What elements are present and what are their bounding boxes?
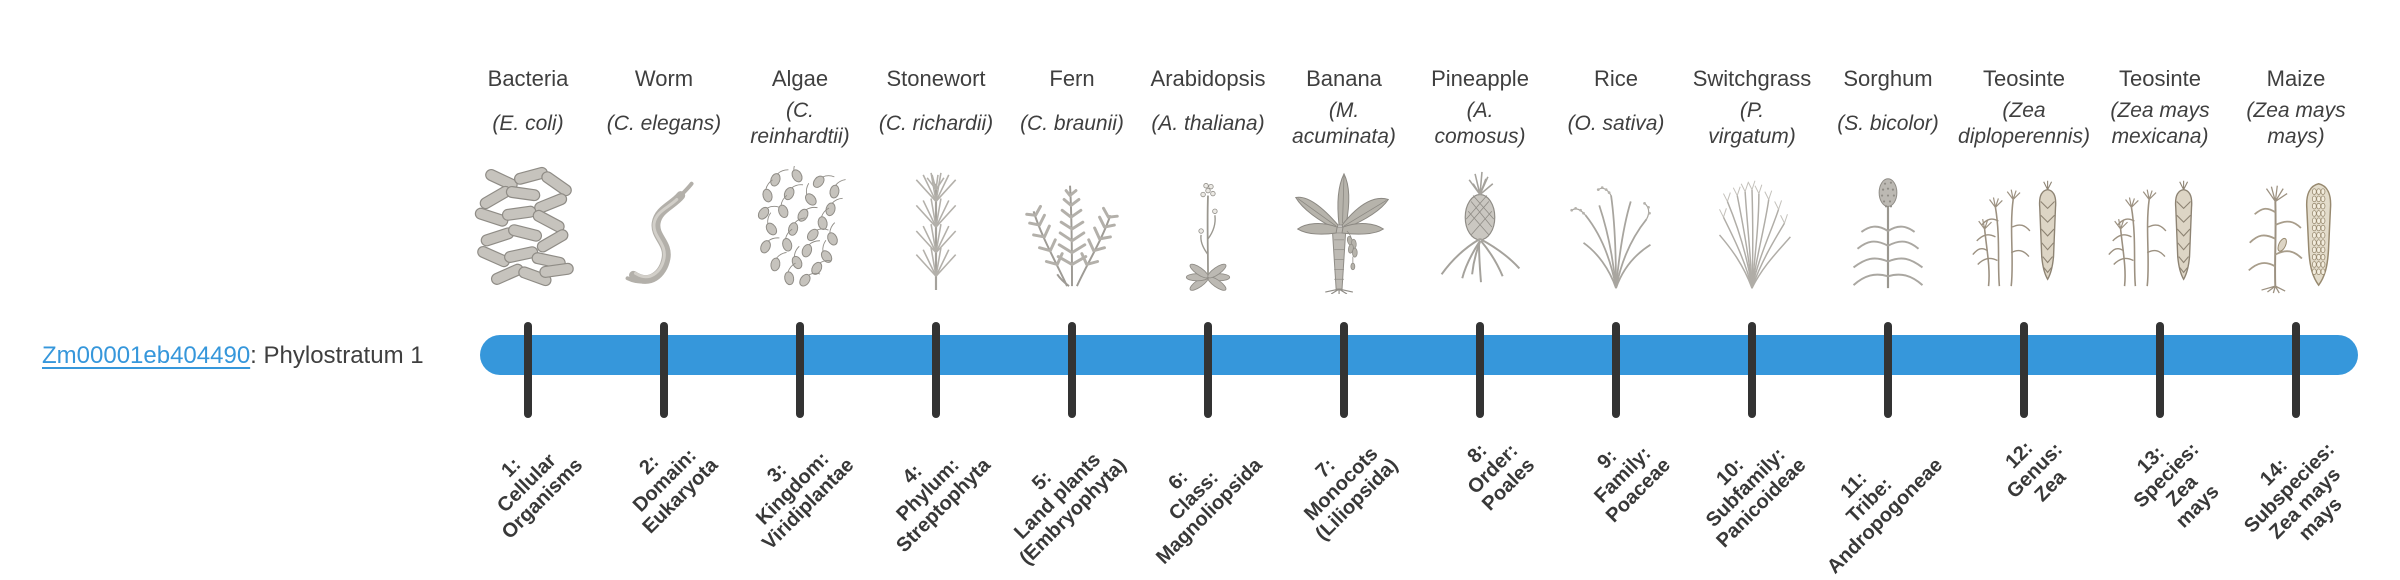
phylostratum-label: 2: Domain: Eukaryota [629,444,723,539]
teosinte-image [2105,166,2215,294]
tick-mark [796,322,804,418]
taxon-scientific-name: (C. elegans) [606,112,722,136]
phylostratum-label: 9: Family: Poaceae [1590,442,1675,528]
taxon-common-name: Worm [634,66,694,91]
phylostratum-label: 12: Genus: Zea [2001,437,2071,507]
taxon-scientific-name: (C. braunii) [1020,112,1124,136]
tick-mark [1204,322,1212,418]
tick-mark [1748,322,1756,418]
teosinte-image [1969,166,2079,294]
phylostratum-label: 14: Subspecies: Zea mays mays [2240,438,2347,545]
taxon-scientific-name: (S. bicolor) [1837,112,1939,136]
switchgrass-image [1697,166,1807,294]
phylostratum-label: 8: Order: Poales [1462,439,1539,516]
tick-mark [1612,322,1620,418]
taxon-common-name: Banana [1306,66,1382,91]
banana-image [1289,166,1399,294]
algae-image [745,166,855,294]
taxon-common-name: Pineapple [1431,66,1529,91]
phylostratum-label: 6: Class: Magnoliopsida [1152,454,1267,569]
taxon-scientific-name: (C. richardii) [878,112,994,136]
taxon-common-name: Bacteria [487,66,569,91]
phylostratum-label: 1: Cellular Organisms [492,449,587,544]
phylostratum-label: 4: Phylum: Streptophyta [891,454,995,557]
tick-mark [660,322,668,418]
taxon-common-name: Sorghum [1843,66,1933,91]
taxon-common-name: Switchgrass [1692,66,1812,91]
tick-mark [2020,322,2028,418]
taxon-common-name: Algae [771,66,829,91]
tick-mark [1068,322,1076,418]
taxon-scientific-name: (Zea mays mays) [2246,99,2346,148]
maize-image [2241,166,2351,294]
gene-link[interactable]: Zm00001eb404490 [42,342,251,369]
bacteria-image [473,166,583,294]
pineapple-image [1425,166,1535,294]
arabidopsis-image [1153,166,1263,294]
phylostratum-label: 5: Land plants (Embryophyta) [1009,448,1131,570]
taxon-scientific-name: (A. thaliana) [1151,112,1265,136]
taxon-scientific-name: (C. reinhardtii) [750,99,850,148]
taxon-common-name: Teosinte [2119,66,2201,91]
gene-label-suffix: : Phylostratum 1 [250,342,424,369]
gene-label: Zm00001eb404490: Phylostratum 1 [42,342,424,369]
tick-mark [524,322,532,418]
tick-mark [932,322,940,418]
taxon-common-name: Rice [1593,66,1638,91]
taxon-common-name: Maize [2266,66,2326,91]
taxon-scientific-name: (P. virgatum) [1708,99,1796,148]
phylostratum-label: 13: Species: Zea mays [2129,438,2224,533]
tick-mark [2156,322,2164,418]
taxon-common-name: Fern [1049,66,1095,91]
sorghum-image [1833,166,1943,294]
taxon-common-name: Arabidopsis [1150,66,1266,91]
phylostratum-label: 11: Tribe: Andropogoneae [1822,454,1947,579]
taxon-scientific-name: (Zea mays mexicana) [2110,99,2210,148]
taxon-scientific-name: (A. comosus) [1434,99,1526,148]
taxon-scientific-name: (M. acuminata) [1292,99,1396,148]
phylostratum-label: 10: Subfamily: Panicoideae [1702,443,1811,553]
tick-mark [1340,322,1348,418]
phylostratum-bar [480,335,2358,375]
tick-mark [1884,322,1892,418]
phylostratum-label: 3: Kingdom: Viridiplantae [752,447,859,555]
taxon-common-name: Teosinte [1983,66,2065,91]
fern-image [1017,166,1127,294]
taxon-scientific-name: (O. sativa) [1567,112,1665,136]
tick-mark [1476,322,1484,418]
phylostratum-label: 7: Monocots (Liliopsida) [1300,442,1403,546]
rice-image [1561,166,1671,294]
worm-image [609,166,719,294]
tick-mark [2292,322,2300,418]
taxon-common-name: Stonewort [886,66,986,91]
taxon-scientific-name: (Zea diploperennis) [1958,99,2090,148]
stonewort-image [881,166,991,294]
taxon-scientific-name: (E. coli) [492,112,564,136]
